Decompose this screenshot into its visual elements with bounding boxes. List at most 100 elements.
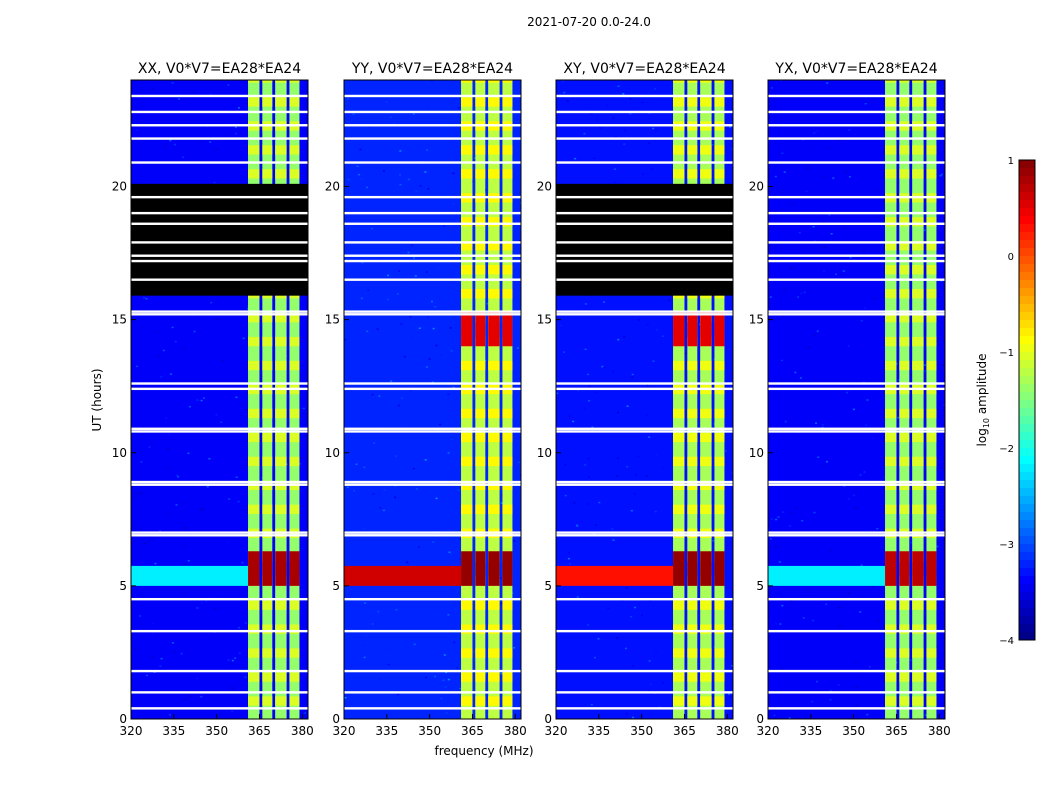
heatmap-image	[768, 80, 945, 719]
noise-speck	[782, 511, 785, 513]
gap-line	[556, 382, 733, 385]
x-tick-label: 320	[545, 724, 568, 738]
rfi-cell	[248, 312, 260, 323]
noise-speck	[941, 364, 944, 367]
noise-speck	[399, 183, 402, 186]
noise-speck	[177, 98, 180, 100]
y-tick-label: 20	[112, 180, 127, 194]
colorbar-label: log10 amplitude	[975, 354, 991, 447]
noise-speck	[173, 143, 176, 146]
gap-line	[131, 480, 308, 484]
rfi-cell	[275, 504, 287, 514]
rfi-cell	[926, 672, 937, 682]
noise-speck	[439, 678, 442, 681]
gap-line	[131, 161, 308, 164]
noise-speck	[213, 89, 216, 91]
rfi-cell	[461, 672, 473, 682]
rfi-cell	[488, 696, 500, 706]
noise-speck	[588, 476, 591, 478]
noise-speck	[923, 256, 926, 258]
rfi-cell	[912, 504, 924, 514]
panel-title: YX, V0*V7=EA28*EA24	[774, 61, 937, 77]
rfi-cell	[673, 504, 685, 514]
noise-speck	[246, 408, 249, 410]
rfi-cell	[461, 145, 473, 155]
noise-speck	[385, 100, 388, 103]
noise-speck	[847, 498, 850, 500]
gap-line	[556, 387, 733, 391]
gap-line	[344, 427, 521, 430]
gap-line	[768, 707, 945, 710]
x-tick-label: 365	[673, 724, 696, 738]
rfi-cell	[502, 696, 513, 706]
rfi-cell	[289, 696, 300, 706]
rfi-cell	[262, 696, 273, 706]
rfi-cell	[714, 696, 725, 706]
noise-speck	[817, 456, 820, 459]
noise-speck	[447, 614, 450, 616]
rfi-cell	[289, 504, 300, 514]
gap-line	[556, 310, 733, 313]
noise-speck	[458, 595, 461, 598]
rfi-band	[885, 80, 897, 719]
noise-speck	[564, 494, 567, 497]
rfi-cell	[289, 408, 300, 419]
rfi-cell	[912, 217, 924, 227]
noise-speck	[205, 600, 208, 602]
gap-line	[768, 110, 945, 114]
noise-speck	[563, 91, 566, 94]
noise-speck	[137, 117, 140, 120]
rfi-cell	[926, 408, 937, 419]
noise-speck	[425, 366, 428, 368]
noise-speck	[871, 437, 874, 440]
rfi-cell	[502, 600, 513, 610]
rfi-cell	[926, 289, 937, 299]
noise-speck	[802, 617, 805, 619]
noise-speck	[370, 227, 373, 230]
noise-speck	[377, 610, 380, 613]
rfi-cell	[885, 696, 897, 706]
rfi-cell	[248, 360, 260, 371]
noise-speck	[595, 524, 598, 526]
noise-speck	[299, 463, 302, 465]
noise-speck	[389, 116, 392, 119]
colorbar-swatch	[1019, 544, 1035, 553]
gap-line	[768, 310, 945, 313]
x-tick-label: 350	[205, 724, 228, 738]
noise-speck	[848, 129, 851, 131]
noise-speck	[412, 113, 415, 115]
noise-speck	[869, 284, 872, 287]
panel-frame	[343, 79, 522, 720]
colorbar-swatch	[1019, 432, 1035, 441]
rfi-cell	[461, 432, 473, 443]
noise-speck	[216, 592, 219, 595]
noise-speck	[165, 513, 168, 515]
gap-line	[131, 222, 308, 225]
noise-speck	[162, 147, 165, 149]
noise-speck	[484, 672, 487, 674]
rfi-cell	[461, 217, 473, 227]
y-tick-label: 10	[325, 446, 340, 460]
gap-line	[556, 195, 733, 199]
rfi-cell	[912, 360, 924, 371]
rfi-band	[899, 80, 910, 719]
noise-speck	[237, 107, 240, 109]
gap-line	[556, 629, 733, 633]
gap-line	[556, 430, 733, 433]
rfi-cell	[275, 432, 287, 443]
noise-speck	[882, 645, 885, 647]
gap-line	[556, 313, 733, 316]
rfi-cell	[488, 169, 500, 179]
noise-speck	[807, 590, 810, 593]
noise-speck	[242, 337, 245, 340]
noise-speck	[789, 525, 792, 527]
noise-speck	[867, 331, 870, 333]
gap-line	[131, 427, 308, 430]
noise-speck	[825, 461, 828, 463]
noise-speck	[406, 561, 409, 563]
noise-speck	[226, 134, 229, 136]
noise-speck	[631, 376, 634, 378]
rfi-cell	[289, 624, 300, 634]
rfi-cell	[885, 312, 897, 323]
noise-speck	[360, 609, 363, 611]
